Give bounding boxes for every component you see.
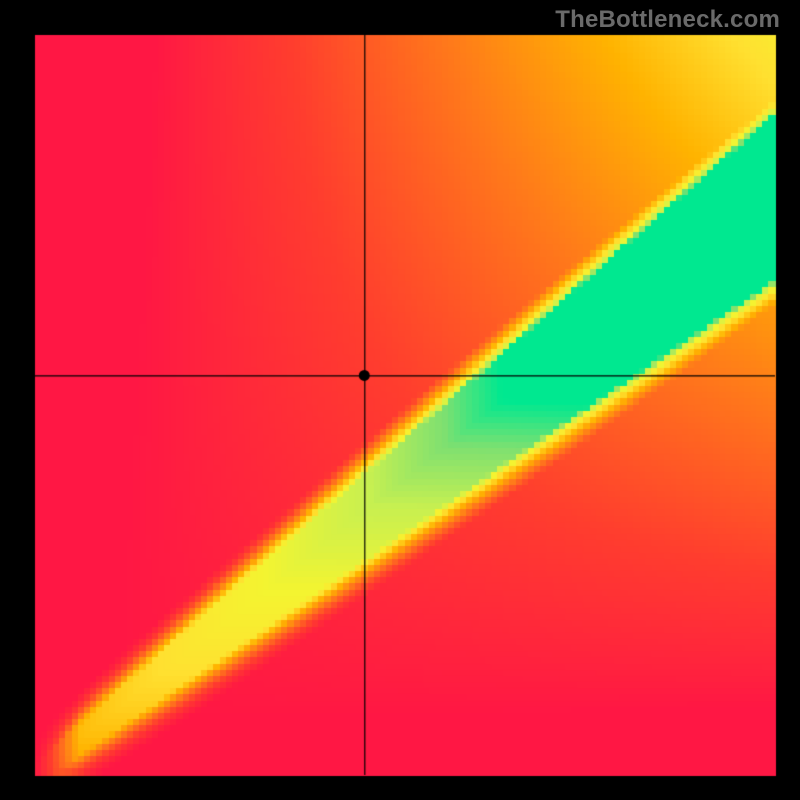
heatmap-canvas <box>0 0 800 800</box>
chart-container: TheBottleneck.com <box>0 0 800 800</box>
watermark-text: TheBottleneck.com <box>555 6 780 34</box>
